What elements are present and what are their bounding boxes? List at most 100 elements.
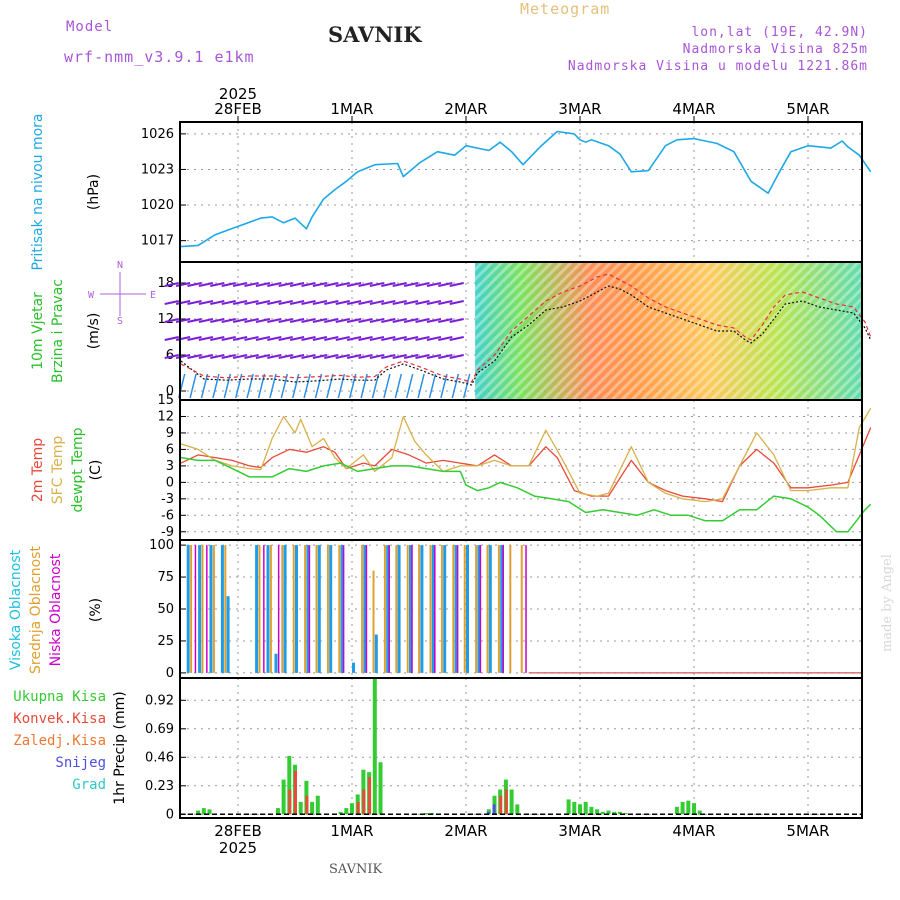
cloud-bar — [308, 545, 311, 673]
cloud-bar — [365, 545, 368, 673]
y-tick-label: 75 — [157, 570, 174, 585]
cloud-bar — [374, 634, 378, 673]
precip-bar — [572, 801, 577, 815]
cloud-bar — [263, 545, 265, 673]
wind-barb — [312, 282, 328, 287]
wind-barb — [438, 318, 453, 323]
cloud-bar — [434, 545, 436, 673]
y-tick-label: 0.23 — [145, 779, 174, 794]
cloud-bar — [190, 545, 193, 673]
wind-barb — [403, 282, 419, 287]
precip-bar — [674, 806, 679, 815]
precip-bar — [578, 804, 582, 815]
cloud-bar — [338, 545, 341, 673]
wind-barb — [449, 336, 464, 341]
wind-barb — [289, 354, 305, 359]
y-tick-label: 50 — [157, 602, 174, 617]
cloud-bar — [317, 545, 321, 673]
cloud-bar — [258, 545, 261, 673]
wind-barb — [221, 354, 236, 359]
cloud-bar — [418, 545, 421, 673]
wind-barb — [278, 318, 293, 323]
wind-barb — [335, 336, 350, 341]
wind-barb — [267, 318, 282, 323]
y-tick-label: 0.46 — [145, 750, 174, 765]
wind-barb — [221, 336, 236, 341]
y-tick-label: -6 — [161, 508, 174, 523]
precip-bar — [499, 795, 503, 815]
wind-barb — [403, 336, 419, 341]
wind-barb — [392, 282, 407, 287]
precip-bar — [697, 810, 702, 815]
wind-barb — [175, 318, 191, 323]
elevation-label: Nadmorska Visina 825m — [682, 42, 868, 57]
cloud-bar — [281, 545, 284, 673]
cloud-bar — [466, 545, 469, 673]
wind-barb — [438, 336, 453, 341]
wind-barb — [164, 336, 179, 341]
wind-arrow — [303, 373, 311, 399]
y-tick-label: 0 — [166, 475, 174, 490]
wind-barb — [358, 282, 373, 287]
wind-barb — [392, 336, 407, 341]
year-label-top: 2025 — [219, 85, 257, 103]
cloud-bar — [454, 545, 458, 673]
y-tick-label: 0 — [166, 666, 174, 681]
wind-barb — [335, 318, 350, 323]
precip-bar — [338, 811, 343, 815]
wind-arrow — [200, 373, 209, 399]
wind-barb — [369, 318, 385, 323]
wind-barb — [403, 354, 419, 359]
wind-barb — [312, 318, 328, 323]
wind-barb — [346, 354, 362, 359]
y-tick-label: 0.69 — [145, 722, 174, 737]
cloud-bar — [386, 545, 390, 673]
cloud-bar — [224, 545, 227, 673]
cloud-bar — [220, 545, 224, 673]
y-tick-label: 0 — [166, 384, 174, 399]
cloud-bar — [502, 545, 504, 673]
cloud-bar — [383, 545, 386, 673]
y-tick-label: 9 — [166, 426, 174, 441]
wind-barb — [358, 336, 373, 341]
wind-barb — [449, 300, 464, 305]
station-title: SAVNIK — [328, 22, 422, 47]
wind-barb — [369, 300, 385, 305]
wind-barb — [255, 282, 271, 287]
cloud-bar — [201, 545, 204, 673]
cloud-bar — [306, 545, 310, 673]
wind-barb — [187, 354, 202, 359]
cloud-bar — [525, 545, 527, 673]
legend-temp-sfc: SFC Temp — [50, 436, 66, 505]
y-tick-label: 3 — [166, 459, 174, 474]
legend-precip-3: Snijeg — [55, 755, 106, 771]
precip-bar — [583, 801, 588, 815]
cloud-bar — [477, 545, 481, 673]
y-tick-label: -9 — [161, 525, 174, 540]
wind-hatch — [475, 262, 862, 400]
cloud-bar — [255, 545, 259, 673]
cloud-bar — [409, 545, 412, 673]
time-label-bottom: 4MAR — [672, 822, 715, 840]
cloud-bar — [372, 570, 375, 673]
cloud-bar — [277, 545, 280, 673]
time-label-top: 4MAR — [672, 100, 715, 118]
cloud-bar — [340, 545, 344, 673]
wind-arrow — [280, 373, 289, 399]
compass-east: E — [150, 290, 156, 301]
precip-bar — [623, 813, 628, 815]
cloud-bar — [488, 545, 492, 673]
wind-barb — [403, 318, 419, 323]
cloud-bar — [304, 545, 307, 673]
wind-arrow — [314, 373, 323, 399]
wind-barb — [210, 354, 225, 359]
wind-arrow — [189, 373, 197, 399]
wind-arrow — [371, 373, 380, 399]
precip-bar — [310, 801, 315, 815]
wind-barb — [301, 282, 316, 287]
precip-bar — [424, 813, 429, 815]
precip-bar — [612, 811, 617, 815]
wind-barb — [198, 318, 214, 323]
cloud-bar — [352, 662, 355, 673]
ylabel-cloud: (%) — [88, 598, 104, 622]
